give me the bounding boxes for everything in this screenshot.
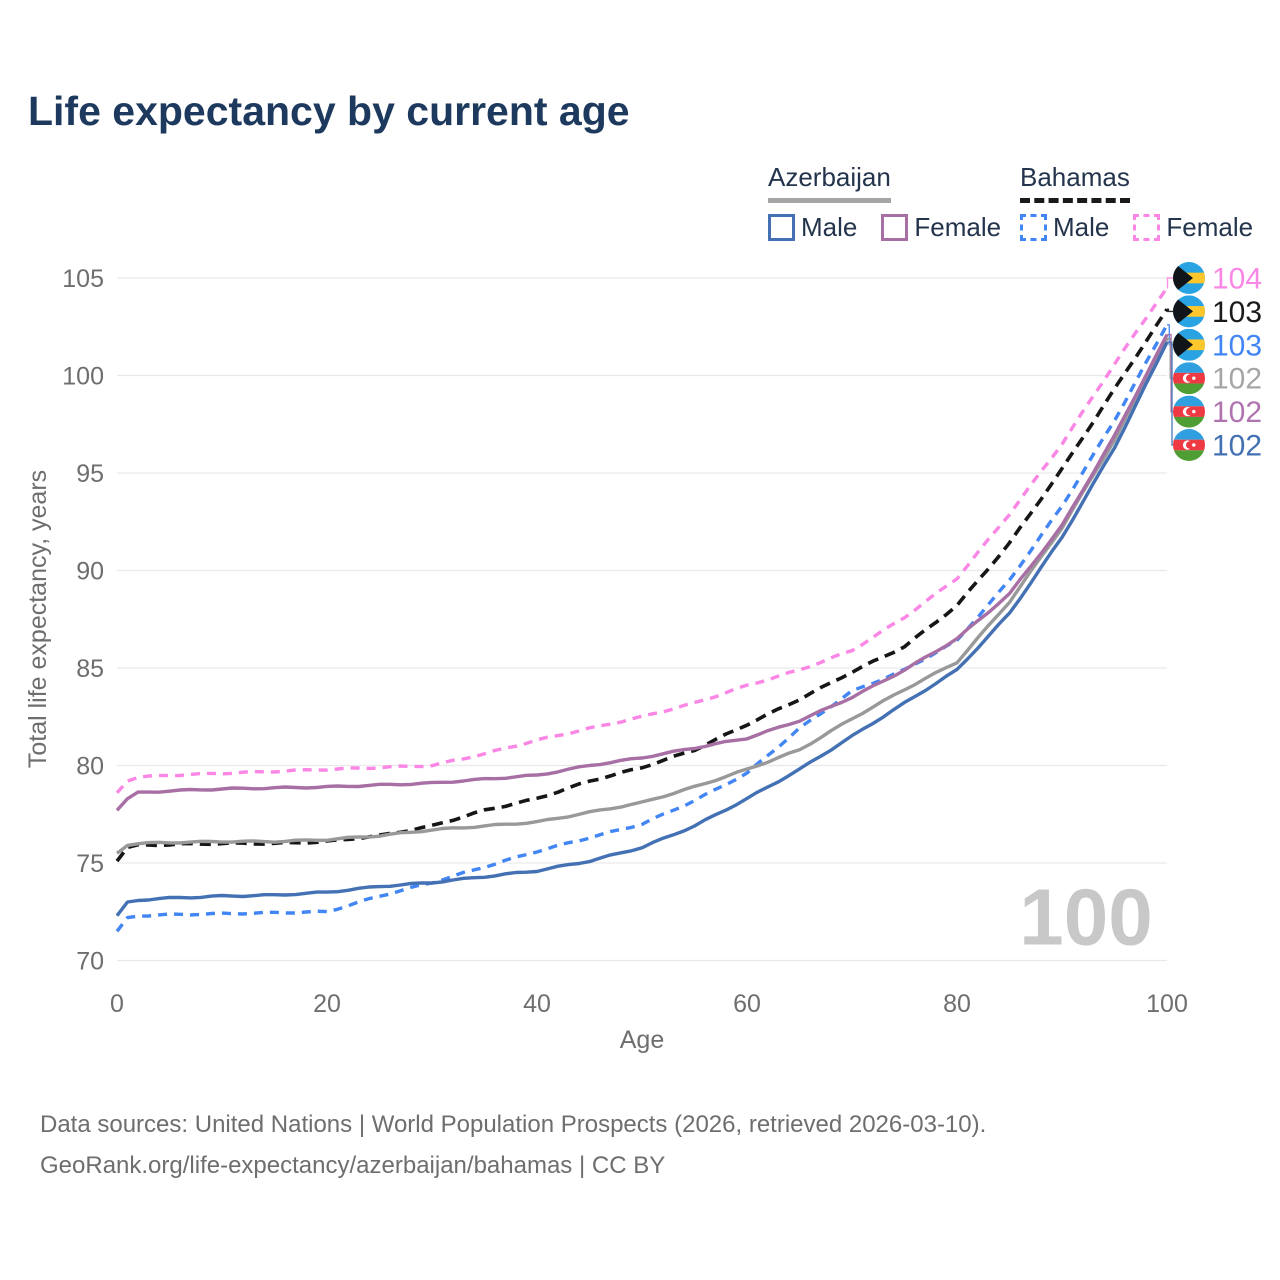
- y-tick-label: 90: [76, 558, 104, 586]
- y-tick-label: 80: [76, 753, 104, 781]
- chart-line-azerbaijan-both-sexes: [115, 337, 1169, 855]
- legend-group-azerbaijan: Azerbaijan Male Female: [768, 162, 1001, 243]
- y-tick-label: 85: [76, 655, 104, 683]
- current-age-watermark: 100: [1019, 873, 1152, 962]
- legend-swatch-azerbaijan-female[interactable]: [881, 214, 909, 241]
- x-tick-label: 0: [110, 990, 124, 1018]
- legend-entry-label: Female: [914, 212, 1002, 242]
- chart-line-bahamas-male: [115, 323, 1169, 933]
- legend-entry-azerbaijan-female[interactable]: Female: [881, 212, 1001, 243]
- bahamas-flag-icon: [1173, 262, 1205, 294]
- end-label-value-azerbaijan-female: 102: [1212, 396, 1262, 429]
- end-label-leader: [1167, 308, 1173, 313]
- y-axis-title: Total life expectancy, years: [24, 470, 52, 768]
- chart-line-bahamas-female: [115, 286, 1169, 794]
- end-label-leader: [1167, 341, 1173, 446]
- x-tick-label: 60: [733, 990, 761, 1018]
- legend-country-azerbaijan: Azerbaijan: [768, 162, 891, 203]
- legend-entry-bahamas-female[interactable]: Female: [1133, 212, 1253, 243]
- source-line-2: GeoRank.org/life-expectancy/azerbaijan/b…: [40, 1152, 666, 1179]
- azerbaijan-flag-icon: [1173, 362, 1205, 395]
- x-axis-title: Age: [620, 1026, 664, 1054]
- x-tick-label: 20: [313, 990, 341, 1018]
- azerbaijan-flag-icon: [1173, 429, 1205, 461]
- end-label-value-azerbaijan-both-sexes: 102: [1212, 363, 1262, 396]
- legend-entries-azerbaijan: Male Female: [768, 212, 1001, 243]
- y-tick-label: 100: [62, 363, 104, 391]
- y-axis-tick-labels: 70 75 80 85 90 95 100 105: [62, 265, 104, 976]
- gridlines: [117, 277, 1167, 962]
- legend-entry-bahamas-male[interactable]: Male: [1020, 212, 1109, 243]
- end-label-value-bahamas-male: 103: [1212, 329, 1262, 362]
- legend-entry-label: Female: [1166, 212, 1254, 242]
- y-tick-label: 70: [76, 948, 104, 976]
- source-line-1: Data sources: United Nations | World Pop…: [40, 1111, 987, 1138]
- legend-entry-label: Male: [1053, 212, 1110, 242]
- chart-line-bahamas-both-sexes: [115, 308, 1169, 863]
- azerbaijan-flag-icon: [1173, 395, 1205, 428]
- legend-entry-azerbaijan-male[interactable]: Male: [768, 212, 857, 243]
- chart-series: [115, 286, 1169, 933]
- y-tick-label: 105: [62, 265, 104, 293]
- legend-swatch-azerbaijan-male[interactable]: [768, 214, 795, 241]
- legend-swatch-bahamas-female[interactable]: [1133, 214, 1161, 241]
- x-tick-label: 100: [1146, 990, 1188, 1018]
- chart-line-azerbaijan-female: [115, 333, 1169, 812]
- x-tick-label: 80: [943, 990, 971, 1018]
- x-tick-label: 40: [523, 990, 551, 1018]
- end-label-leader: [1166, 277, 1173, 289]
- legend-group-bahamas: Bahamas Male Female: [1020, 162, 1253, 243]
- legend-entries-bahamas: Male Female: [1020, 212, 1253, 243]
- end-label-value-azerbaijan-male: 102: [1212, 430, 1262, 463]
- end-label-value-bahamas-female: 104: [1212, 263, 1262, 296]
- chart-line-azerbaijan-male: [115, 341, 1169, 917]
- x-axis-tick-labels: 0 20 40 60 80 100: [110, 990, 1188, 1018]
- bahamas-flag-icon: [1173, 328, 1205, 361]
- end-label-value-bahamas-both-sexes: 103: [1212, 296, 1262, 329]
- y-tick-label: 75: [76, 850, 104, 878]
- bahamas-flag-icon: [1173, 295, 1205, 328]
- legend-entry-label: Male: [801, 212, 858, 242]
- y-tick-label: 95: [76, 460, 104, 488]
- legend-swatch-bahamas-male[interactable]: [1020, 214, 1047, 241]
- legend-country-bahamas: Bahamas: [1020, 162, 1130, 203]
- page-title: Life expectancy by current age: [28, 88, 630, 134]
- source-note: Data sources: United Nations | World Pop…: [40, 1104, 986, 1186]
